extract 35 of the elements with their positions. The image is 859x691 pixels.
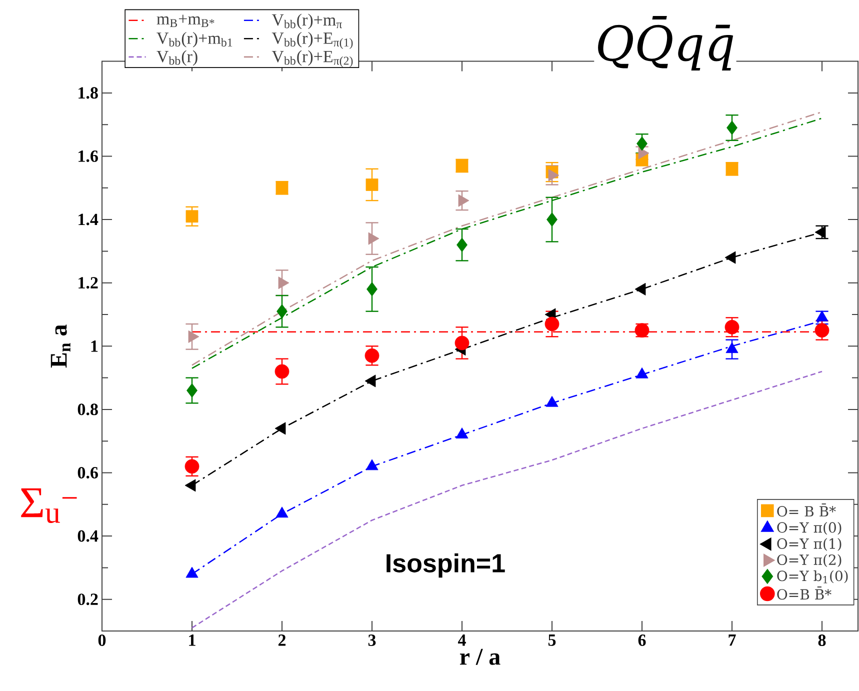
y-tick-label: 0.4	[78, 530, 98, 542]
y-axis-title: E$_{n}$ a	[50, 324, 70, 368]
legend-label: O=Y π(0)	[777, 522, 842, 535]
chart-title: QQ̄qq̄	[598, 16, 734, 71]
x-tick-label: 0	[98, 634, 106, 646]
y-tick-label: 1.8	[78, 87, 98, 99]
y-tick-label: 0.2	[78, 594, 98, 606]
y-tick-label: 1	[91, 340, 98, 352]
y-tick-label: 1.6	[78, 150, 98, 162]
legend-label: O=B B̄*	[777, 586, 832, 600]
legend-label: V$_{bb}$(r)+m$_{b1}$	[156, 32, 232, 48]
legend-label: O= B B̄*	[777, 503, 836, 517]
legend-label: V$_{bb}$(r)+m$_{π}$	[272, 14, 342, 30]
x-tick-label: 4	[458, 634, 466, 646]
legend-label: V$_{bb}$(r)+E$_{π(1)}$	[272, 32, 353, 49]
x-tick-label: 7	[728, 634, 736, 646]
y-tick-label: 1.4	[78, 214, 98, 226]
y-tick-label: 1.2	[78, 277, 98, 289]
x-tick-label: 3	[368, 634, 376, 646]
x-tick-label: 8	[818, 634, 826, 646]
x-axis-title: r / a	[460, 648, 500, 665]
legend-label: m$_{B}$+m$_{B*}$	[156, 14, 214, 28]
y-tick-label: 0.6	[78, 466, 98, 479]
text: Σ$_{u}$$^{−}$	[21, 488, 77, 523]
legend-label: O=Y π(1)	[777, 538, 842, 551]
x-tick-label: 5	[548, 634, 556, 646]
x-tick-label: 6	[638, 634, 646, 646]
x-tick-label: 2	[278, 634, 286, 646]
x-tick-label: 1	[189, 634, 196, 646]
annotation: Isospin=1	[386, 553, 505, 578]
y-tick-label: 0.8	[78, 404, 98, 416]
legend-label: V$_{bb}$(r)	[156, 50, 198, 66]
legend-label: O=Y b$_{1}$(0)	[777, 570, 848, 584]
legend-label: V$_{bb}$(r)+E$_{π(2)}$	[272, 50, 353, 68]
legend-label: O=Y π(2)	[777, 554, 842, 568]
